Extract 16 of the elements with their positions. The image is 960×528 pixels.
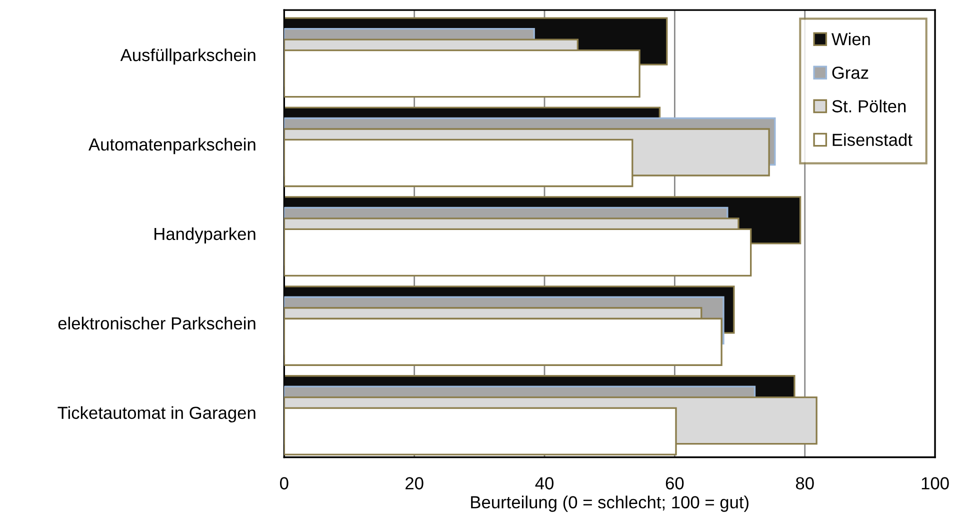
x-tick-label: 60 <box>666 477 684 490</box>
x-tick-label: 40 <box>535 477 554 490</box>
x-tick-label: 0 <box>280 477 288 490</box>
x-tick-label: 80 <box>796 477 814 490</box>
y-tick-label: Automatenparkschein <box>88 138 256 154</box>
x-axis-title: Beurteilung (0 = schlecht; 100 = gut) <box>471 496 748 512</box>
legend-label: Eisenstadt <box>832 133 912 146</box>
x-tick-label: 100 <box>922 477 949 490</box>
y-tick-label: Ticketautomat in Garagen <box>58 406 256 422</box>
legend-label: Wien <box>831 32 870 46</box>
x-tick-label: 20 <box>406 477 424 490</box>
legend-label: St. Pölten <box>832 100 906 112</box>
y-tick-label: Handyparken <box>154 227 256 244</box>
y-tick-label: elektronischer Parkschein <box>58 316 256 330</box>
y-tick-label: Ausfüllparkschein <box>120 48 256 65</box>
legend-label: Graz <box>832 66 868 79</box>
